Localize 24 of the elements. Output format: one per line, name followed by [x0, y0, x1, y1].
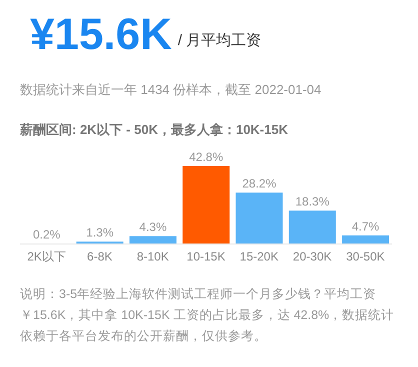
data-label: 0.2%	[33, 228, 61, 242]
bar	[236, 192, 283, 244]
data-label: 1.3%	[86, 226, 114, 240]
text: 数据统计来自近一年 1434 份样本，截至 2022-01-04	[20, 81, 322, 99]
bar	[288, 210, 336, 244]
x-tick-label: 2K以下	[27, 250, 66, 264]
bar	[182, 166, 230, 244]
data-label: 42.8%	[189, 150, 224, 164]
x-tick-label: 6-8K	[87, 250, 112, 264]
x-tick-label: 10-15K	[186, 250, 226, 264]
data-label: 4.3%	[139, 220, 167, 234]
x-tick-label: 8-10K	[136, 250, 169, 264]
x-tick-label: 20-30K	[292, 250, 332, 264]
bar	[342, 235, 390, 244]
text: 说明：3-5年经验上海软件测试工程师一个月多少钱？平均工资￥15.6K，其中拿 10K-15K 工资的占比最多，达 42.8%，数据统计依赖于各平台发布的公开薪酬，仅供参考。	[20, 286, 396, 345]
chart-title: ¥15.6K	[30, 10, 172, 60]
chart-subtitle: / 月平均工资	[178, 31, 262, 50]
text: 薪酬区间: 2K以下 - 50K，最多人拿：10K-15K	[20, 121, 288, 139]
data-label: 28.2%	[242, 176, 277, 191]
data-label: 18.3%	[295, 194, 330, 209]
bar	[129, 236, 176, 244]
x-tick-label: 15-20K	[240, 250, 278, 264]
data-label: 4.7%	[352, 219, 380, 234]
x-tick-label: 30-50K	[346, 250, 385, 264]
